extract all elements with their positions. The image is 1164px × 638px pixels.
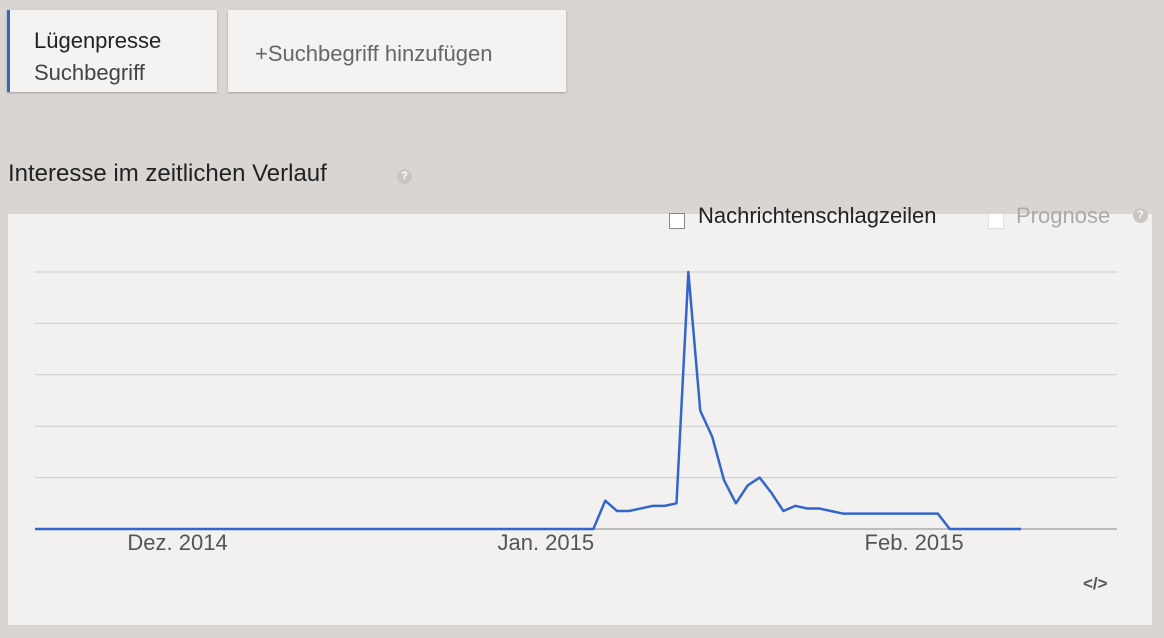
forecast-option: Prognose bbox=[1016, 203, 1111, 228]
section-title: Interesse im zeitlichen Verlauf bbox=[8, 160, 327, 187]
add-term-label: +Suchbegriff hinzufügen bbox=[255, 41, 493, 66]
forecast-help-icon[interactable]: ? bbox=[1133, 208, 1148, 223]
term: Lügenpresse bbox=[34, 28, 162, 53]
term-kind: Suchbegriff bbox=[34, 60, 145, 85]
forecast-checkbox[interactable] bbox=[988, 213, 1004, 229]
news-option: Nachrichtenschlagzeilen bbox=[698, 203, 937, 228]
help-icon[interactable]: ? bbox=[397, 169, 412, 184]
embed-icon[interactable]: </> bbox=[1083, 574, 1108, 593]
add-term-button[interactable]: +Suchbegriff hinzufügen bbox=[228, 10, 566, 92]
news-checkbox[interactable] bbox=[669, 213, 685, 229]
term-card[interactable]: Lügenpresse Suchbegriff bbox=[7, 10, 217, 92]
chart-panel bbox=[8, 214, 1152, 625]
